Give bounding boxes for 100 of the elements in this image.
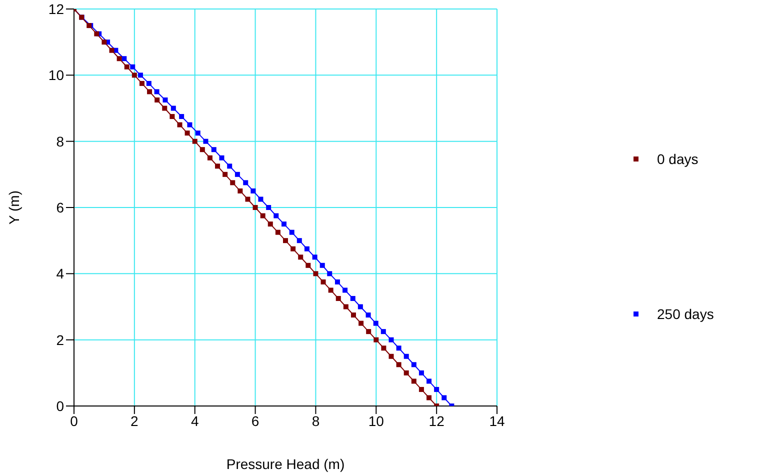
point: [192, 138, 198, 144]
point: [146, 80, 152, 86]
point: [219, 155, 224, 160]
point: [250, 188, 256, 194]
point: [358, 304, 363, 310]
point: [281, 222, 286, 227]
point: [184, 130, 190, 136]
point: [442, 395, 447, 400]
point: [306, 262, 311, 268]
y-tick-label: 2: [56, 332, 64, 348]
point: [245, 196, 250, 202]
point: [187, 122, 192, 128]
point: [404, 370, 409, 376]
x-axis-title: Pressure Head (m): [226, 456, 345, 472]
point: [94, 31, 100, 36]
point: [122, 56, 127, 62]
point: [290, 246, 296, 252]
point: [260, 213, 266, 218]
point: [222, 172, 228, 177]
point: [177, 122, 182, 128]
point: [411, 362, 416, 368]
y-tick-label: 0: [56, 398, 64, 414]
x-tick-label: 4: [190, 412, 199, 429]
point: [147, 89, 152, 94]
point: [312, 254, 318, 260]
point: [327, 271, 332, 276]
point: [342, 288, 348, 293]
point: [132, 72, 137, 78]
point: [283, 238, 288, 244]
point: [336, 296, 341, 301]
point: [102, 40, 107, 45]
point: [411, 378, 416, 384]
point: [179, 114, 184, 120]
point: [350, 312, 356, 318]
point: [138, 72, 143, 78]
point: [350, 296, 356, 301]
point: [418, 370, 424, 376]
point: [358, 320, 364, 326]
point: [396, 362, 402, 368]
point: [162, 106, 168, 111]
point: [366, 329, 372, 334]
point: [215, 164, 220, 169]
point: [203, 138, 208, 144]
point: [304, 246, 310, 252]
point: [252, 205, 258, 210]
point: [404, 354, 409, 359]
point: [275, 230, 280, 235]
point: [434, 386, 440, 392]
point: [230, 180, 236, 186]
point: [296, 238, 302, 244]
point: [195, 130, 200, 136]
x-tick-label: 12: [428, 412, 445, 429]
y-tick-label: 4: [56, 266, 64, 282]
x-tick-label: 8: [312, 412, 320, 429]
point: [426, 395, 432, 400]
point: [426, 378, 432, 384]
point: [109, 48, 114, 53]
point: [388, 354, 394, 359]
point: [170, 114, 175, 120]
point: [243, 180, 248, 186]
x-tick-label: 0: [70, 412, 78, 429]
point: [116, 56, 122, 62]
point: [298, 254, 304, 260]
point: [234, 172, 240, 177]
legend-label: 250 days: [657, 306, 714, 322]
point: [124, 64, 130, 70]
point: [388, 337, 394, 342]
point: [366, 312, 371, 318]
point: [313, 271, 318, 276]
point: [396, 346, 402, 351]
point: [274, 213, 279, 218]
point: [418, 386, 424, 392]
x-tick-label: 10: [368, 412, 384, 429]
point: [381, 346, 386, 351]
point: [130, 64, 136, 70]
x-tick-label: 2: [130, 412, 139, 429]
point: [343, 304, 348, 310]
x-tick-label: 14: [489, 412, 505, 429]
point: [373, 320, 378, 326]
point: [162, 97, 168, 102]
point: [289, 230, 294, 235]
point: [328, 288, 334, 293]
legend-label: 0 days: [657, 151, 698, 167]
point: [170, 106, 176, 111]
y-tick-label: 6: [56, 199, 64, 216]
point: [380, 329, 386, 334]
y-tick-label: 8: [56, 133, 64, 150]
point: [268, 222, 273, 227]
y-axis-title: Y (m): [6, 190, 22, 224]
point: [258, 196, 264, 202]
point: [139, 80, 144, 86]
point: [200, 147, 205, 152]
point: [320, 279, 326, 284]
point: [154, 97, 160, 102]
x-tick-label: 6: [251, 412, 260, 429]
y-tick-label: 12: [48, 0, 64, 17]
point: [207, 155, 212, 160]
point: [374, 337, 379, 342]
point: [227, 164, 232, 169]
point: [320, 262, 325, 268]
